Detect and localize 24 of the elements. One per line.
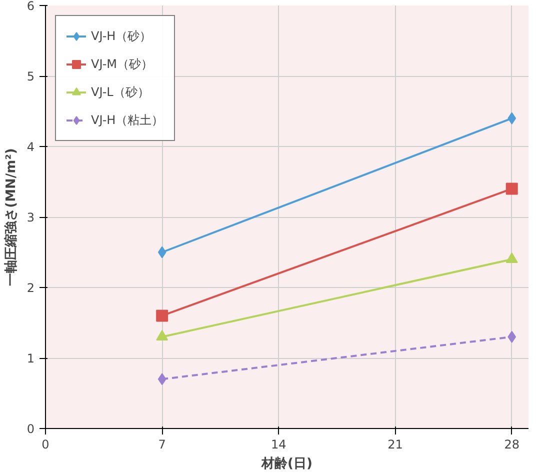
y-tick-label: 1 — [26, 352, 35, 366]
x-tick-label: 28 — [504, 438, 520, 452]
point — [158, 246, 166, 258]
y-axis-title: 一軸圧縮強さ(MN/m²) — [2, 148, 19, 286]
x-tick-label: 0 — [42, 438, 50, 452]
x-tick-label: 7 — [158, 438, 166, 452]
point — [508, 330, 516, 343]
x-axis-title: 材齢(日) — [260, 456, 312, 472]
legend-label: VJ-M（砂） — [91, 56, 154, 72]
point — [506, 182, 518, 195]
x-tick-label: 21 — [388, 438, 403, 452]
point — [158, 373, 166, 386]
y-tick-label: 3 — [26, 210, 35, 224]
legend-label: VJ-L（砂） — [91, 84, 150, 100]
legend-label: VJ-H（砂） — [91, 28, 152, 44]
y-tick-label: 5 — [26, 70, 35, 84]
y-tick-label: 6 — [26, 0, 35, 13]
y-tick-label: 4 — [26, 140, 35, 154]
legend-label: VJ-H（粘土） — [91, 112, 164, 128]
point — [156, 310, 168, 322]
y-tick-label: 0 — [26, 422, 35, 436]
point — [508, 112, 516, 124]
y-tick-label: 2 — [26, 281, 35, 295]
x-tick-label: 14 — [271, 438, 286, 452]
